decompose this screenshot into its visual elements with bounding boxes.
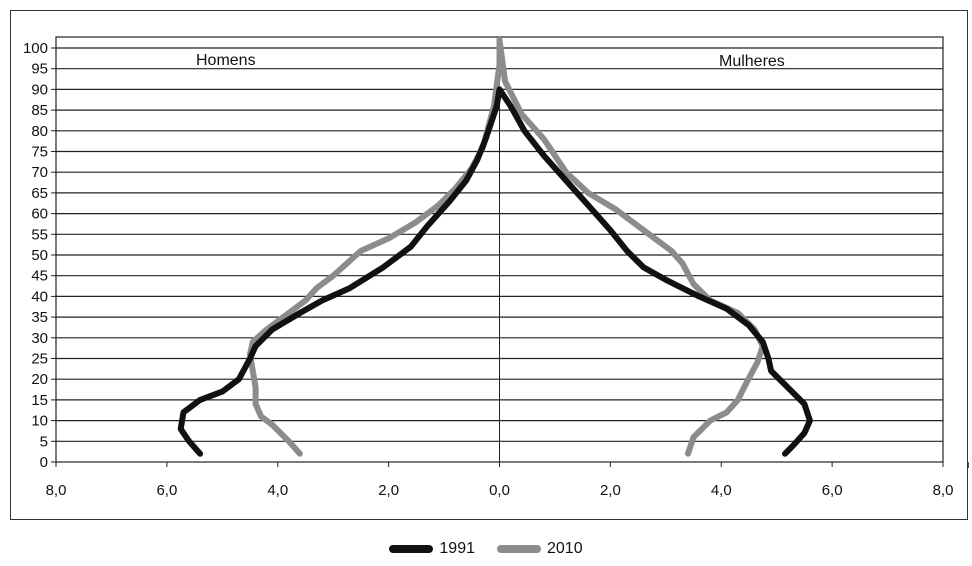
y-tick-label: 85 xyxy=(31,102,48,119)
x-tick-label: 4,0 xyxy=(711,482,732,499)
y-tick-label: 50 xyxy=(31,247,48,264)
y-tick-label: 70 xyxy=(31,164,48,181)
x-tick-label: 2,0 xyxy=(600,482,621,499)
legend-swatch-1991 xyxy=(389,545,434,553)
x-tick-label: 2,0 xyxy=(378,482,399,499)
y-tick-label: 15 xyxy=(31,392,48,409)
population-pyramid-chart: 0 5 10 15 20 25 30 35 40 45 50 55 60 65 70 75 80 85 90 95 10… xyxy=(23,36,969,499)
x-tick-label: 0,0 xyxy=(489,482,510,499)
legend-item-1991: 1991 xyxy=(389,540,475,558)
y-tick-label: 80 xyxy=(31,123,48,140)
y-tick-label: 55 xyxy=(31,226,48,243)
x-tick-label: 4,0 xyxy=(267,482,288,499)
series-line-1991 xyxy=(177,86,813,457)
y-tick-label: 45 xyxy=(31,268,48,285)
x-tick-label: 6,0 xyxy=(822,482,843,499)
y-tick-label: 30 xyxy=(31,330,48,347)
legend-swatch-2010 xyxy=(497,545,541,553)
mulheres-label: Mulheres xyxy=(719,53,785,70)
series xyxy=(177,36,813,457)
y-tick-label: 100 xyxy=(23,40,48,57)
y-tick-label: 75 xyxy=(31,144,48,161)
y-tick-label: 35 xyxy=(31,309,48,326)
homens-label: Homens xyxy=(196,52,256,69)
chart-frame: 0 5 10 15 20 25 30 35 40 45 50 55 60 65 70 75 80 85 90 95 10… xyxy=(10,10,969,520)
y-tick-label: 65 xyxy=(31,185,48,202)
y-tick-label: 90 xyxy=(31,81,48,98)
y-tick-label: 60 xyxy=(31,206,48,223)
legend-item-2010: 2010 xyxy=(497,540,583,558)
legend-label-2010: 2010 xyxy=(547,540,583,557)
y-tick-label: 0 xyxy=(40,454,48,471)
x-tick-label: 8,0 xyxy=(46,482,67,499)
y-tick-label: 40 xyxy=(31,288,48,305)
y-tick-label: 10 xyxy=(31,413,48,430)
y-tick-label: 5 xyxy=(40,433,48,450)
legend-label-1991: 1991 xyxy=(439,540,475,557)
y-tick-label: 95 xyxy=(31,61,48,78)
y-tick-label: 20 xyxy=(31,371,48,388)
y-tick-label: 25 xyxy=(31,351,48,368)
x-unit-label: % xyxy=(967,459,969,476)
x-tick-label: 6,0 xyxy=(156,482,177,499)
axes: 0 5 10 15 20 25 30 35 40 45 50 55 60 65 70 75 80 85 90 95 10… xyxy=(23,36,969,499)
x-tick-label: 8,0 xyxy=(933,482,954,499)
legend: 1991 2010 xyxy=(0,536,972,562)
